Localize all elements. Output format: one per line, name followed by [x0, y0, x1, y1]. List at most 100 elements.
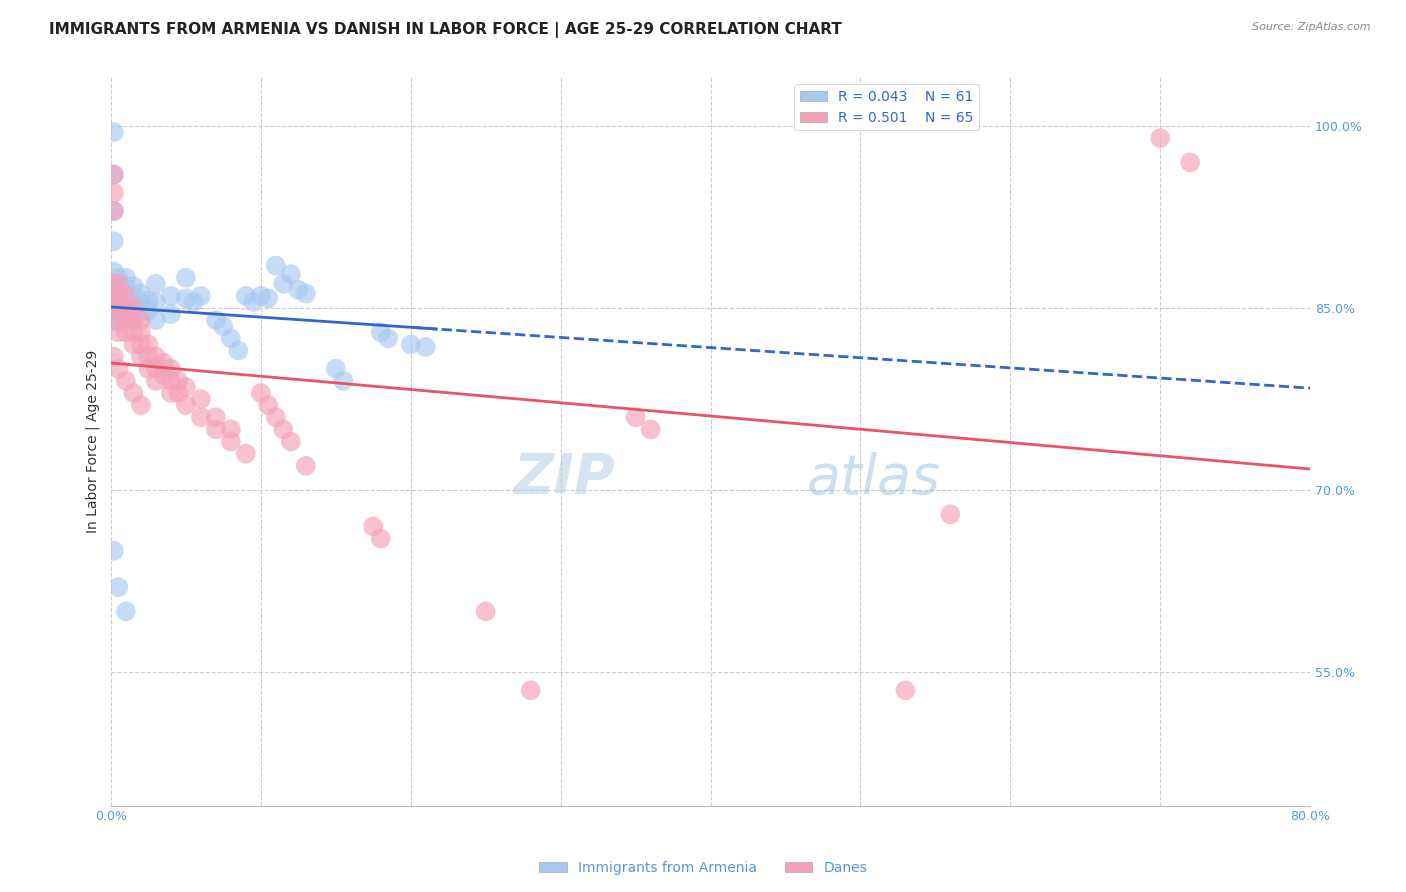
Point	[160, 374, 183, 388]
Point	[129, 313, 152, 327]
Point	[115, 604, 138, 618]
Point	[115, 301, 138, 315]
Point	[145, 313, 167, 327]
Point	[145, 374, 167, 388]
Point	[190, 392, 212, 406]
Point	[145, 295, 167, 310]
Point	[107, 289, 129, 303]
Y-axis label: In Labor Force | Age 25-29: In Labor Force | Age 25-29	[86, 350, 100, 533]
Point	[370, 326, 392, 340]
Point	[474, 604, 496, 618]
Legend: R = 0.043    N = 61, R = 0.501    N = 65: R = 0.043 N = 61, R = 0.501 N = 65	[794, 85, 980, 130]
Point	[257, 291, 280, 305]
Point	[129, 350, 152, 364]
Point	[107, 313, 129, 327]
Point	[160, 289, 183, 303]
Point	[167, 374, 190, 388]
Point	[138, 361, 160, 376]
Point	[107, 361, 129, 376]
Point	[122, 337, 145, 351]
Point	[107, 283, 129, 297]
Point	[122, 301, 145, 315]
Point	[235, 447, 257, 461]
Point	[325, 361, 347, 376]
Point	[115, 289, 138, 303]
Point	[107, 277, 129, 291]
Point	[174, 380, 197, 394]
Point	[160, 361, 183, 376]
Point	[103, 168, 125, 182]
Point	[280, 434, 302, 449]
Point	[107, 301, 129, 315]
Point	[103, 265, 125, 279]
Point	[145, 361, 167, 376]
Point	[129, 296, 152, 310]
Point	[103, 125, 125, 139]
Point	[107, 295, 129, 310]
Point	[129, 398, 152, 412]
Point	[370, 532, 392, 546]
Point	[103, 313, 125, 327]
Point	[212, 319, 235, 334]
Point	[219, 331, 242, 345]
Point	[129, 286, 152, 301]
Point	[242, 295, 264, 310]
Point	[115, 293, 138, 308]
Point	[122, 326, 145, 340]
Point	[107, 270, 129, 285]
Point	[624, 410, 647, 425]
Point	[115, 279, 138, 293]
Point	[152, 356, 174, 370]
Point	[894, 683, 917, 698]
Point	[174, 398, 197, 412]
Point	[138, 337, 160, 351]
Point	[107, 326, 129, 340]
Point	[1149, 131, 1171, 145]
Text: IMMIGRANTS FROM ARMENIA VS DANISH IN LABOR FORCE | AGE 25-29 CORRELATION CHART: IMMIGRANTS FROM ARMENIA VS DANISH IN LAB…	[49, 22, 842, 38]
Point	[287, 283, 309, 297]
Point	[152, 368, 174, 382]
Point	[271, 277, 294, 291]
Point	[103, 234, 125, 248]
Point	[399, 337, 422, 351]
Point	[190, 410, 212, 425]
Point	[107, 307, 129, 321]
Point	[183, 295, 205, 310]
Point	[107, 301, 129, 315]
Point	[250, 289, 273, 303]
Point	[939, 508, 962, 522]
Point	[257, 398, 280, 412]
Point	[103, 186, 125, 200]
Point	[219, 422, 242, 436]
Point	[190, 289, 212, 303]
Point	[115, 270, 138, 285]
Point	[167, 386, 190, 401]
Point	[138, 350, 160, 364]
Point	[122, 289, 145, 303]
Point	[122, 299, 145, 313]
Point	[107, 316, 129, 330]
Point	[122, 386, 145, 401]
Point	[205, 410, 228, 425]
Point	[640, 422, 662, 436]
Point	[103, 277, 125, 291]
Point	[103, 168, 125, 182]
Point	[250, 386, 273, 401]
Point	[129, 306, 152, 320]
Point	[129, 326, 152, 340]
Point	[205, 313, 228, 327]
Legend: Immigrants from Armenia, Danes: Immigrants from Armenia, Danes	[533, 855, 873, 880]
Point	[107, 580, 129, 594]
Point	[122, 279, 145, 293]
Point	[235, 289, 257, 303]
Point	[294, 458, 316, 473]
Point	[264, 259, 287, 273]
Point	[205, 422, 228, 436]
Point	[115, 303, 138, 318]
Point	[1180, 155, 1202, 169]
Point	[115, 313, 138, 327]
Point	[361, 519, 384, 533]
Point	[174, 270, 197, 285]
Point	[115, 374, 138, 388]
Point	[271, 422, 294, 436]
